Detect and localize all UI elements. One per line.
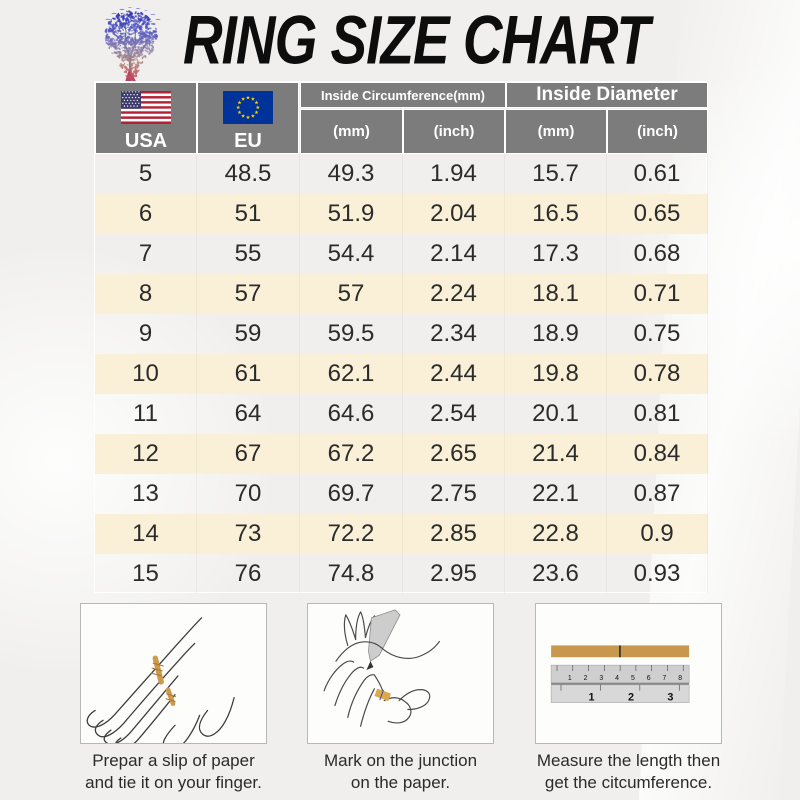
svg-text:3: 3 (599, 675, 603, 682)
svg-text:6: 6 (647, 675, 651, 682)
svg-text:1: 1 (568, 675, 572, 682)
svg-text:2: 2 (584, 675, 588, 682)
svg-text:2: 2 (628, 692, 634, 704)
svg-text:7: 7 (663, 675, 667, 682)
svg-text:8: 8 (678, 675, 682, 682)
svg-text:3: 3 (667, 692, 673, 704)
svg-text:4: 4 (615, 675, 619, 682)
svg-text:5: 5 (631, 675, 635, 682)
svg-text:1: 1 (589, 692, 595, 704)
